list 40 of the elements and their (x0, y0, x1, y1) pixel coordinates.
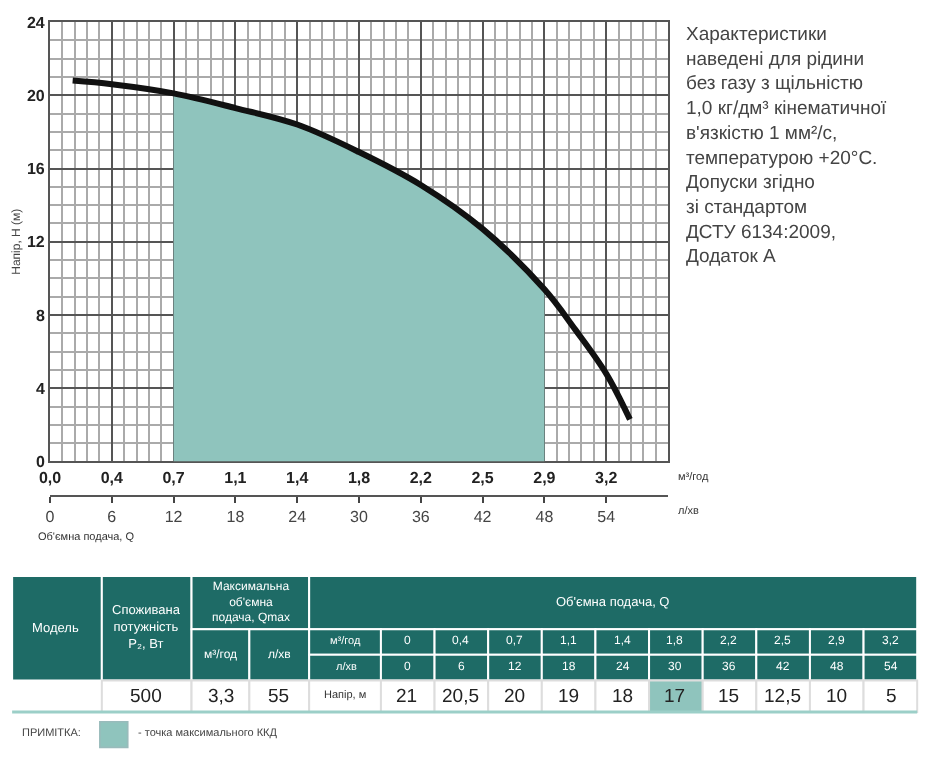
text: 500 (130, 686, 162, 708)
y-tick-label: 20 (26, 86, 46, 105)
text: 18 (612, 686, 634, 708)
x2-tick-label: 1,8 (347, 468, 372, 487)
x2-tick-label: 2,2 (409, 468, 434, 487)
x2-tick-label: 1,4 (286, 468, 310, 487)
x-tick-label: 48 (535, 508, 555, 527)
text: 10 (826, 686, 848, 708)
y-tick-label: 8 (35, 306, 46, 325)
text: 20,5 (442, 686, 479, 708)
text: 15 (718, 686, 740, 708)
x-tick-label: 54 (597, 508, 617, 527)
text: 12,5 (764, 686, 801, 708)
text: 3,3 (208, 686, 235, 708)
text: 21 (396, 686, 418, 708)
y-tick-label: 24 (26, 13, 46, 32)
x-tick-label: 30 (350, 508, 369, 527)
text: 17 (664, 686, 686, 708)
x-tick-label: 24 (288, 508, 308, 527)
x2-tick-label: 1,1 (224, 468, 248, 487)
x-tick-label: 18 (226, 508, 246, 527)
text: 55 (268, 686, 290, 708)
x-tick-label: 36 (411, 508, 431, 527)
x2-tick-label: 2,9 (533, 468, 557, 487)
x-tick-label: 6 (107, 508, 118, 527)
text: Характеристики наведені для рідини без газу з щільністю 1,0 кг/дм³ кінематичної в'язкістю 1 мм²/с, температурою +20°С. Допуски згідно зі стандартом ДСТУ 6134:2009, Додаток А (686, 24, 887, 269)
text: 20 (504, 686, 526, 708)
x2-tick-label: 3,2 (595, 468, 619, 487)
text: 19 (558, 686, 580, 708)
x2-tick-label: 2,5 (471, 468, 495, 487)
x2-tick-label: 0,7 (162, 468, 186, 487)
x-tick-label: 12 (164, 508, 184, 527)
y-tick-label: 12 (26, 233, 46, 252)
y-tick-label: 0 (35, 453, 46, 472)
x-tick-label: 42 (473, 508, 493, 527)
y-tick-label: 16 (26, 160, 46, 179)
x2-tick-label: 0,4 (100, 468, 125, 487)
text: 5 (886, 686, 897, 708)
x2-tick-label: 0,0 (38, 468, 63, 487)
y-tick-label: 4 (35, 379, 46, 398)
